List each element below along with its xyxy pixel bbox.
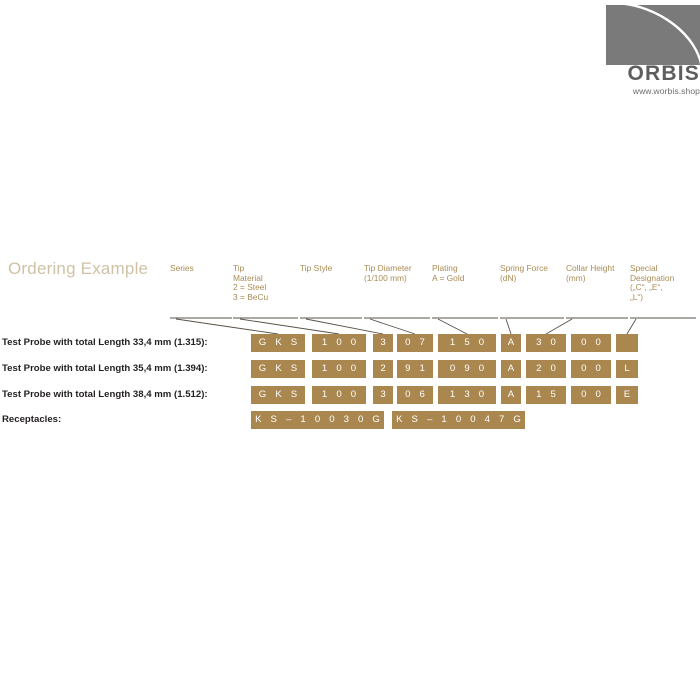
code-box: 3 [373, 386, 393, 404]
code-box [616, 334, 638, 352]
code-box: 1 5 0 [438, 334, 496, 352]
code-box: K S – 1 0 0 4 7 G [392, 411, 525, 429]
code-box: A [501, 386, 521, 404]
spring-force-leader [505, 318, 512, 335]
code-box: 0 9 0 [438, 360, 496, 378]
brand-logo: ORBIS www.worbis.shop [606, 0, 700, 104]
brand-url: www.worbis.shop [632, 86, 700, 96]
code-box: 1 0 0 [312, 334, 366, 352]
column-header-plating: Plating A = Gold [432, 263, 465, 283]
code-box: L [616, 360, 638, 378]
code-box: 2 0 [526, 360, 566, 378]
code-box: 3 0 [526, 334, 566, 352]
code-box: 0 0 [571, 360, 611, 378]
row-label: Test Probe with total Length 38,4 mm (1.… [2, 389, 208, 400]
code-box: 2 [373, 360, 393, 378]
code-box: K S – 1 0 0 3 0 G [251, 411, 384, 429]
code-box: A [501, 360, 521, 378]
plating-leader [437, 318, 468, 335]
code-box: G K S [251, 386, 305, 404]
code-box: 0 0 [571, 334, 611, 352]
code-box: G K S [251, 360, 305, 378]
code-box: 9 1 [397, 360, 433, 378]
code-box: 0 6 [397, 386, 433, 404]
row-label: Test Probe with total Length 33,4 mm (1.… [2, 337, 208, 348]
collar-height-leader [545, 318, 573, 335]
column-header-tip_diameter: Tip Diameter (1/100 mm) [364, 263, 412, 283]
code-box: G K S [251, 334, 305, 352]
special-leader [626, 318, 637, 335]
code-box: 1 0 0 [312, 360, 366, 378]
page-title: Ordering Example [8, 259, 149, 278]
column-header-tip_material: Tip Material 2 = Steel 3 = BeCu [233, 263, 269, 302]
series-leader [175, 318, 279, 335]
code-box: 3 [373, 334, 393, 352]
code-box: 0 7 [397, 334, 433, 352]
code-box: 0 0 [571, 386, 611, 404]
column-header-spring_force: Spring Force (dN) [500, 263, 548, 283]
row-label: Receptacles: [2, 414, 62, 425]
code-box: 1 0 0 [312, 386, 366, 404]
tip-diameter-leader [369, 318, 416, 335]
column-header-special: Special Designation („C“, „E“, „L“) [630, 263, 675, 302]
tip-style-leader [305, 318, 384, 335]
brand-wordmark: ORBIS [627, 62, 700, 85]
row-label: Test Probe with total Length 35,4 mm (1.… [2, 363, 208, 374]
logo-arc-icon [623, 5, 700, 65]
code-box: A [501, 334, 521, 352]
code-box: E [616, 386, 638, 404]
column-header-series: Series [170, 263, 194, 273]
code-box: 1 5 [526, 386, 566, 404]
column-header-tip_style: Tip Style [300, 263, 333, 273]
column-header-collar_height: Collar Height (mm) [566, 263, 615, 283]
code-box: 1 3 0 [438, 386, 496, 404]
tip-material-leader [239, 318, 340, 335]
logo-mark [606, 5, 700, 65]
